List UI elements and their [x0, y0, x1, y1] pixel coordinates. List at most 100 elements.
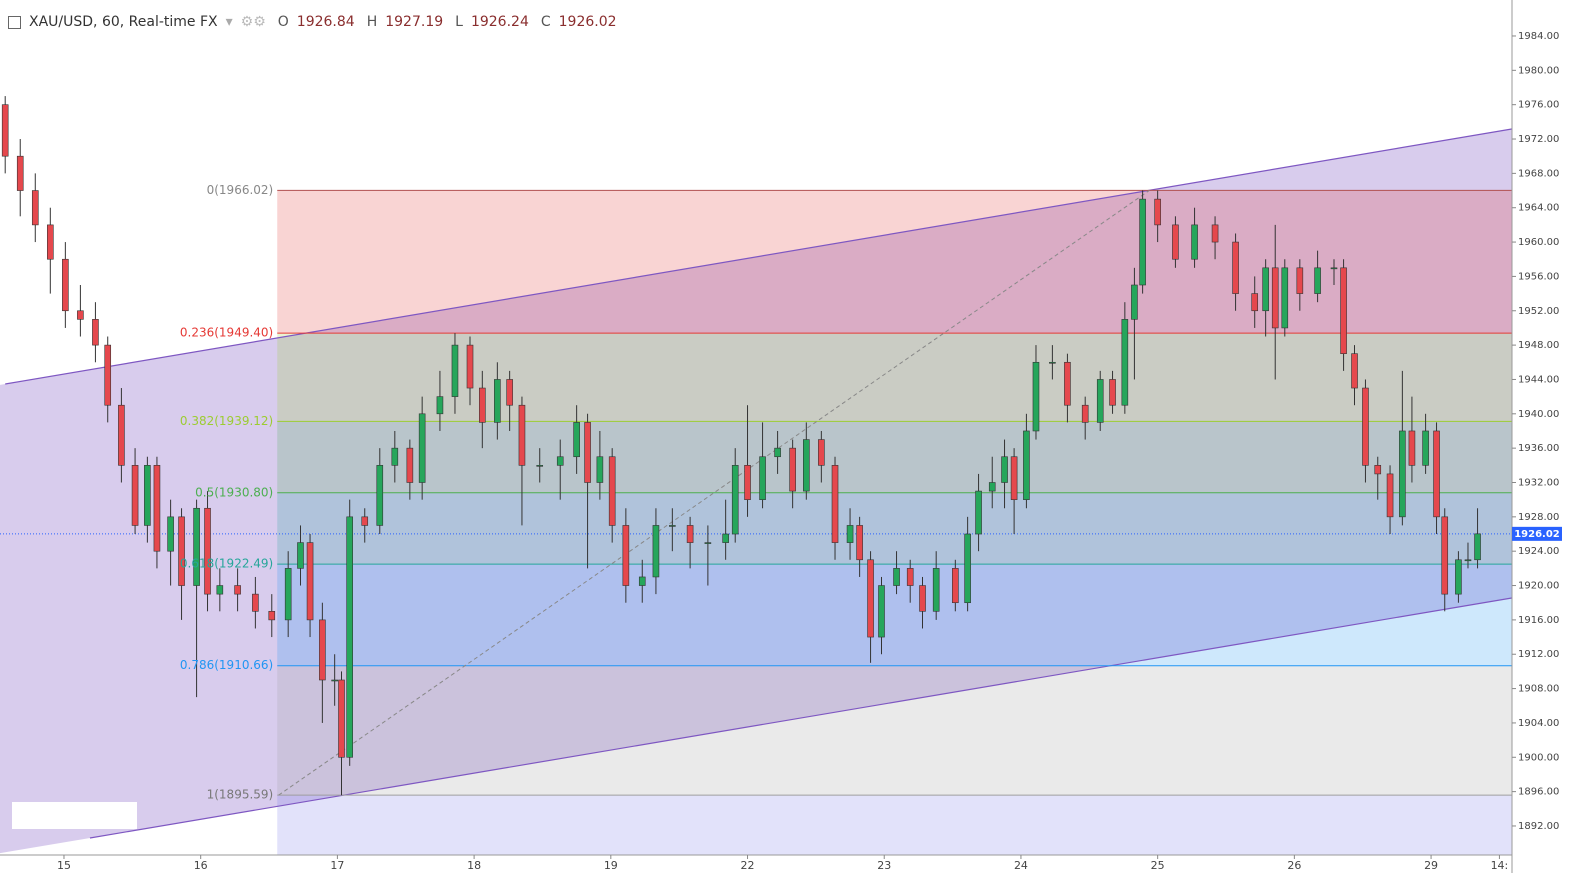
- candle-body: [1251, 293, 1259, 312]
- candle-body: [1455, 559, 1462, 595]
- candle-body: [1154, 198, 1161, 226]
- candle-body: [1314, 267, 1321, 294]
- candle-body: [297, 542, 304, 569]
- ohlc-key: C: [540, 14, 551, 30]
- fib-level-label: 0.618(1922.49): [180, 557, 273, 571]
- y-tick-label: 1940.00: [1518, 409, 1559, 420]
- x-tick-label: 25: [1151, 859, 1165, 872]
- candle-body: [1010, 456, 1018, 500]
- candle-body: [1374, 465, 1382, 475]
- candle-body: [1474, 533, 1481, 561]
- blank-box: [12, 802, 137, 829]
- y-tick-label: 1932.00: [1518, 477, 1559, 488]
- symbol-title[interactable]: XAU/USD, 60, Real-time FX: [29, 14, 218, 30]
- settings-icons[interactable]: ⚙⚙: [240, 14, 266, 30]
- candle-body: [1441, 516, 1449, 595]
- candle-body: [867, 559, 874, 638]
- candle-body: [1121, 319, 1129, 406]
- candle-body: [573, 422, 580, 458]
- x-tick-label: 19: [604, 859, 618, 872]
- y-tick-label: 1892.00: [1518, 821, 1559, 832]
- x-tick-label: 17: [330, 859, 344, 872]
- dropdown[interactable]: ▾: [225, 14, 233, 30]
- fib-level-label: 0.382(1939.12): [180, 414, 273, 428]
- candle-body: [988, 482, 996, 492]
- ohlc-key: L: [455, 14, 463, 30]
- fib-zone: [277, 190, 1512, 334]
- fib-level-label: 0.5(1930.80): [195, 485, 273, 499]
- candle-body: [1362, 387, 1369, 466]
- last-price-tag: [1512, 526, 1562, 541]
- y-tick-label: 1968.00: [1518, 168, 1559, 179]
- x-tick-label: 26: [1287, 859, 1301, 872]
- y-tick-label: 1924.00: [1518, 546, 1559, 557]
- candle-body: [479, 387, 486, 423]
- x-tick-label: 22: [741, 859, 755, 872]
- fib-zone: [277, 665, 1512, 796]
- y-tick-label: 1920.00: [1518, 581, 1559, 592]
- candle-body: [964, 533, 971, 604]
- candle-body: [704, 542, 712, 544]
- candle-body: [319, 619, 326, 681]
- y-tick-label: 1916.00: [1518, 615, 1559, 626]
- candle-body: [856, 525, 863, 561]
- candle-body: [167, 516, 174, 552]
- candle-body: [608, 456, 616, 526]
- y-tick-label: 1952.00: [1518, 306, 1559, 317]
- candle-body: [31, 190, 39, 226]
- candle-body: [193, 507, 200, 586]
- candle-body: [16, 155, 24, 191]
- ohlc-value: 1926.24: [470, 14, 529, 30]
- candle-body: [1399, 430, 1406, 518]
- candle-body: [596, 456, 604, 483]
- candle-body: [153, 465, 161, 552]
- candle-body: [418, 413, 426, 483]
- fib-level-label: 1(1895.59): [207, 788, 274, 802]
- candle-body: [1386, 473, 1394, 518]
- candle-body: [216, 585, 224, 595]
- candle-body: [652, 525, 660, 578]
- candle-body: [518, 404, 526, 466]
- channel-line: [5, 128, 1512, 385]
- y-tick-label: 1976.00: [1518, 100, 1559, 111]
- candle-body: [744, 465, 751, 500]
- last-price-label: 1926.02: [1514, 529, 1560, 540]
- candle-body: [1172, 224, 1179, 260]
- fib-level-label: 0.236(1949.40): [180, 326, 273, 340]
- y-tick-label: 1928.00: [1518, 512, 1559, 523]
- candle-body: [1049, 361, 1056, 364]
- candle-body: [1023, 430, 1030, 500]
- candle-body: [306, 542, 314, 621]
- candle-body: [361, 516, 369, 526]
- y-tick-label: 1960.00: [1518, 237, 1559, 248]
- y-tick-label: 1944.00: [1518, 374, 1559, 385]
- fib-zone: [277, 492, 1512, 565]
- candle-body: [234, 585, 241, 595]
- y-tick-label: 1980.00: [1518, 65, 1559, 76]
- candle-body: [1281, 267, 1289, 329]
- y-tick-label: 1896.00: [1518, 787, 1559, 798]
- candle-body: [406, 447, 414, 483]
- fib-zone: [277, 421, 1512, 493]
- candle-body: [774, 447, 781, 458]
- candle-body: [77, 310, 84, 320]
- candle-body: [638, 576, 646, 586]
- candle-body: [268, 611, 276, 621]
- candle-body: [919, 585, 926, 612]
- fib-zone: [277, 333, 1512, 422]
- collapse-toggle[interactable]: [8, 15, 21, 29]
- candle-body: [1001, 456, 1008, 483]
- candle-body: [584, 422, 591, 483]
- candle-body: [92, 319, 99, 346]
- candle-body: [1408, 430, 1416, 466]
- y-tick-label: 1964.00: [1518, 203, 1559, 214]
- candle-body: [932, 568, 940, 612]
- y-tick-label: 1900.00: [1518, 752, 1559, 763]
- candle-body: [284, 568, 292, 621]
- candle-body: [846, 525, 854, 543]
- y-tick-label: 1956.00: [1518, 271, 1559, 282]
- candle-body: [1139, 198, 1146, 286]
- ohlc-value: 1927.19: [385, 14, 444, 30]
- x-tick-label: 18: [467, 859, 481, 872]
